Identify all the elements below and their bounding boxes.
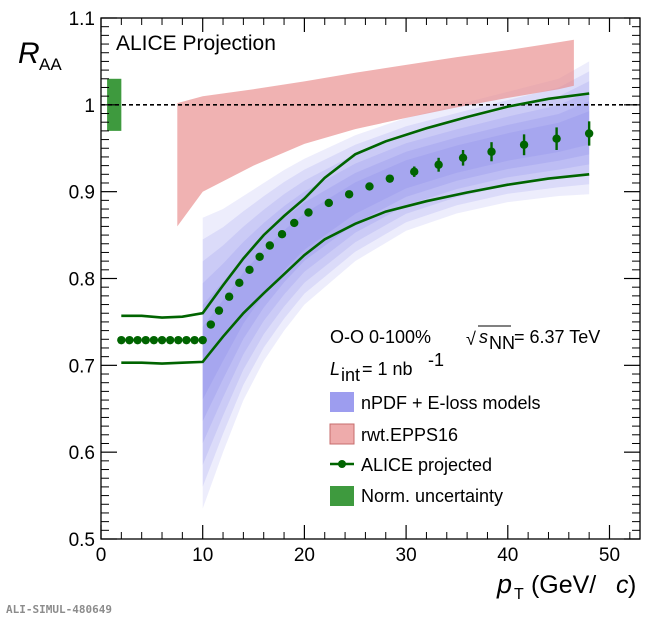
data-point: [255, 252, 264, 261]
x-axis-unit-close: ): [628, 571, 636, 599]
data-point: [149, 335, 159, 345]
data-point: [224, 292, 234, 301]
legend-swatch-alice-marker: [338, 460, 346, 468]
y-tick-label: 0.7: [69, 356, 95, 377]
y-tick-label: 1: [84, 96, 95, 117]
legend-label-epps16: rwt.EPPS16: [361, 425, 458, 445]
alice-projected-upper-curve: [121, 92, 590, 319]
band-npdf-eloss-layer-5: [202, 111, 590, 400]
data-point: [117, 335, 126, 345]
annotation-lumi-var: L: [330, 359, 340, 379]
data-point: [552, 134, 561, 143]
lines-layer: [101, 92, 640, 365]
data-point: [324, 198, 334, 208]
data-point: [190, 335, 199, 345]
legend-swatch-npdf: [330, 392, 354, 412]
legend-label-npdf: nPDF + E-loss models: [361, 393, 541, 413]
ticks-layer: 0 10 20 30 40 50 0.5 0.6 0.7 0.8 0.9 1 1.1: [69, 9, 640, 566]
data-point: [265, 241, 275, 250]
data-point: [165, 335, 175, 345]
data-point: [277, 230, 287, 239]
data-point: [198, 335, 207, 345]
data-point: [182, 335, 191, 345]
x-tick-label: 10: [192, 545, 213, 566]
y-axis-title-subscript: AA: [39, 55, 62, 74]
band-npdf-eloss-layer-2: [202, 81, 590, 466]
data-point: [157, 335, 167, 345]
data-point: [385, 174, 395, 183]
y-tick-label: 0.6: [69, 443, 95, 464]
x-tick-label: 20: [294, 545, 315, 566]
data-point: [235, 278, 244, 288]
annotation-energy-sub: NN: [489, 333, 515, 353]
data-point: [344, 190, 354, 199]
data-point: [365, 182, 374, 191]
legend-label-norm: Norm. uncertainty: [361, 486, 503, 506]
y-axis-title: R: [18, 37, 40, 70]
annotation-lumi-value: = 1 nb: [362, 359, 413, 379]
data-point: [206, 320, 216, 329]
y-tick-label: 0.8: [69, 270, 95, 291]
data-point: [410, 167, 419, 176]
data-point: [125, 335, 134, 345]
y-tick-label: 0.5: [69, 530, 95, 551]
x-axis-unit-open: (GeV/: [524, 571, 596, 599]
data-point: [487, 147, 496, 156]
data-point: [458, 153, 468, 163]
annotation-energy-var: s: [479, 327, 488, 347]
chart-title: ALICE Projection: [116, 32, 276, 55]
legend: nPDF + E-loss models rwt.EPPS16 ALICE pr…: [329, 392, 541, 506]
data-point: [174, 335, 183, 345]
x-tick-label: 30: [396, 545, 417, 566]
annotation-lumi-sub: int: [341, 365, 360, 385]
annotation-sqrt-symbol: √: [466, 329, 476, 349]
data-point: [245, 265, 254, 275]
annotation-energy: = 6.37 TeV: [514, 327, 600, 347]
x-axis-title: p: [496, 569, 512, 599]
band-npdf-eloss-layer-0: [202, 61, 590, 509]
data-point: [519, 140, 529, 149]
band-npdf-eloss-layer-3: [202, 91, 590, 444]
data-point: [304, 208, 313, 217]
y-tick-label: 1.1: [69, 9, 95, 30]
alice-projected-lower-curve: [121, 173, 590, 365]
data-point: [434, 160, 443, 169]
data-point: [141, 335, 150, 345]
band-npdf-eloss-layer-1: [202, 71, 590, 487]
x-tick-label: 0: [96, 545, 107, 566]
points-layer: [117, 121, 594, 345]
legend-swatch-norm: [330, 486, 354, 506]
x-axis-unit-var: c: [616, 571, 629, 599]
y-tick-label: 0.9: [69, 183, 95, 204]
bands-layer: [107, 39, 590, 509]
x-axis-title-subscript: T: [514, 586, 524, 603]
legend-swatch-epps16: [329, 423, 355, 445]
legend-label-alice: ALICE projected: [361, 455, 492, 475]
x-tick-label: 50: [599, 545, 620, 566]
band-npdf-eloss-layer-4: [202, 101, 590, 422]
data-point: [290, 218, 299, 228]
band-rwt-epps16: [177, 39, 574, 227]
annotation-system: O-O 0-100%: [330, 327, 431, 347]
data-point: [584, 129, 594, 138]
data-point: [214, 306, 224, 315]
x-tick-label: 40: [497, 545, 518, 566]
figure-id: ALI-SIMUL-480649: [6, 603, 112, 616]
data-point: [133, 335, 142, 345]
annotation-lumi-exp: -1: [428, 350, 444, 370]
